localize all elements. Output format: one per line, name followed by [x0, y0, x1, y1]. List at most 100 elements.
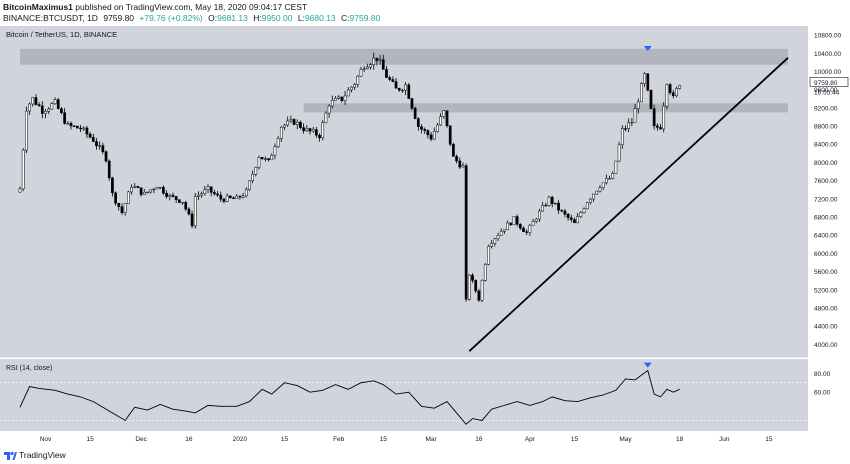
rsi-tick-label: 60.00: [814, 390, 831, 397]
candle-body: [636, 101, 640, 109]
candle-body: [640, 83, 643, 103]
candle-body: [598, 187, 602, 192]
candle-body: [362, 68, 366, 70]
candle-body: [340, 96, 344, 101]
price-change: +79.76 (+0.82%): [139, 13, 203, 23]
candle-body: [203, 189, 207, 194]
candle-body: [248, 180, 251, 190]
candle-body: [471, 274, 474, 281]
price-tick-label: 9600.00: [814, 87, 838, 94]
candle-body: [257, 157, 261, 168]
candle-body: [21, 149, 25, 190]
candle-body: [541, 204, 544, 212]
candle-body: [321, 122, 325, 139]
candle-body: [496, 235, 500, 240]
price-tick-label: 7600.00: [814, 178, 838, 185]
candle-body: [426, 130, 430, 136]
candle-body: [678, 85, 682, 89]
ohlc-line: BINANCE:BTCUSDT, 1D 9759.80 +79.76 (+0.8…: [3, 13, 380, 23]
price-tick-label: 5200.00: [814, 287, 838, 294]
candle-body: [655, 125, 659, 128]
candle-body: [114, 192, 117, 204]
candle-body: [455, 156, 458, 162]
last-price-badge: [809, 77, 849, 87]
candle-body: [474, 280, 478, 292]
candle-body: [547, 196, 551, 206]
price-tick-label: 8000.00: [814, 160, 838, 167]
candle-body: [353, 84, 356, 88]
candle-body: [334, 98, 337, 101]
rsi-tick-label: 80.00: [814, 371, 831, 378]
chart-title: Bitcoin / TetherUS, 1D, BINANCE: [6, 30, 117, 39]
candle-body: [165, 192, 168, 197]
candle-body: [18, 188, 22, 193]
candle-body: [569, 217, 573, 220]
candle-body: [44, 111, 47, 114]
candle-body: [146, 191, 149, 194]
candle-body: [209, 186, 213, 193]
candle-body: [264, 158, 267, 160]
candle-body: [302, 127, 305, 132]
candle-body: [311, 129, 315, 132]
time-tick-label: Dec: [135, 436, 147, 443]
candle-body: [228, 195, 232, 199]
candle-body: [40, 105, 44, 114]
chart-header: BitcoinMaximus1 published on TradingView…: [0, 0, 850, 27]
rsi-title: RSI (14, close): [6, 365, 52, 372]
candle-body: [158, 187, 162, 189]
candle-body: [82, 127, 86, 130]
candle-body: [241, 195, 245, 198]
candle-body: [324, 112, 328, 124]
time-tick-label: Jun: [719, 436, 730, 443]
time-tick-label: 16: [185, 436, 193, 443]
candle-body: [534, 218, 538, 222]
candle-body: [76, 125, 79, 129]
chart-area[interactable]: Bitcoin / TetherUS, 1D, BINANCE 4000.00 44…: [0, 26, 850, 445]
candle-body: [60, 108, 63, 113]
author-name[interactable]: BitcoinMaximus1: [3, 2, 73, 12]
candle-body: [458, 160, 462, 168]
candle-body: [190, 213, 194, 227]
candle-body: [391, 79, 395, 82]
candle-body: [630, 122, 634, 124]
candle-body: [633, 108, 637, 123]
high-value: 9950.00: [261, 13, 293, 23]
candle-body: [25, 110, 28, 151]
candle-body: [452, 143, 455, 157]
candle-body: [107, 160, 111, 179]
candle-body: [385, 69, 388, 78]
candle-body: [499, 230, 503, 236]
candle-body: [327, 105, 331, 114]
candle-body: [88, 133, 92, 138]
candle-body: [232, 197, 235, 199]
high-label: H:: [253, 13, 262, 23]
candle-body: [407, 84, 411, 99]
rsi-pane-background: [0, 359, 808, 431]
tradingview-brand[interactable]: TradingView: [19, 450, 66, 460]
down-arrow-icon-2: [643, 362, 652, 368]
candle-body: [34, 97, 38, 105]
candle-body: [168, 194, 172, 197]
candle-body: [515, 216, 519, 225]
candle-body: [216, 193, 219, 196]
candle-body: [72, 125, 76, 127]
candle-body: [480, 280, 484, 301]
candle-body: [643, 73, 646, 84]
resistance-zone-2: [303, 103, 788, 113]
price-tick-label: 10800.00: [814, 33, 841, 40]
candle-body: [238, 195, 242, 198]
candle-body: [219, 194, 223, 200]
price-tick-label: 6000.00: [814, 251, 838, 258]
price-tick-label: 10400.00: [814, 51, 841, 58]
candle-body: [429, 134, 433, 140]
candle-body: [464, 165, 468, 300]
candle-body: [101, 145, 105, 152]
candle-body: [410, 98, 414, 109]
candle-body: [53, 99, 57, 104]
symbol-label: BINANCE:BTCUSDT, 1D: [3, 13, 98, 23]
price-tick-label: 6400.00: [814, 233, 838, 240]
price-chart[interactable]: Bitcoin / TetherUS, 1D, BINANCE 4000.00 44…: [0, 26, 850, 445]
candle-body: [206, 186, 210, 190]
candle-body: [139, 187, 143, 195]
candle-body: [445, 110, 449, 126]
